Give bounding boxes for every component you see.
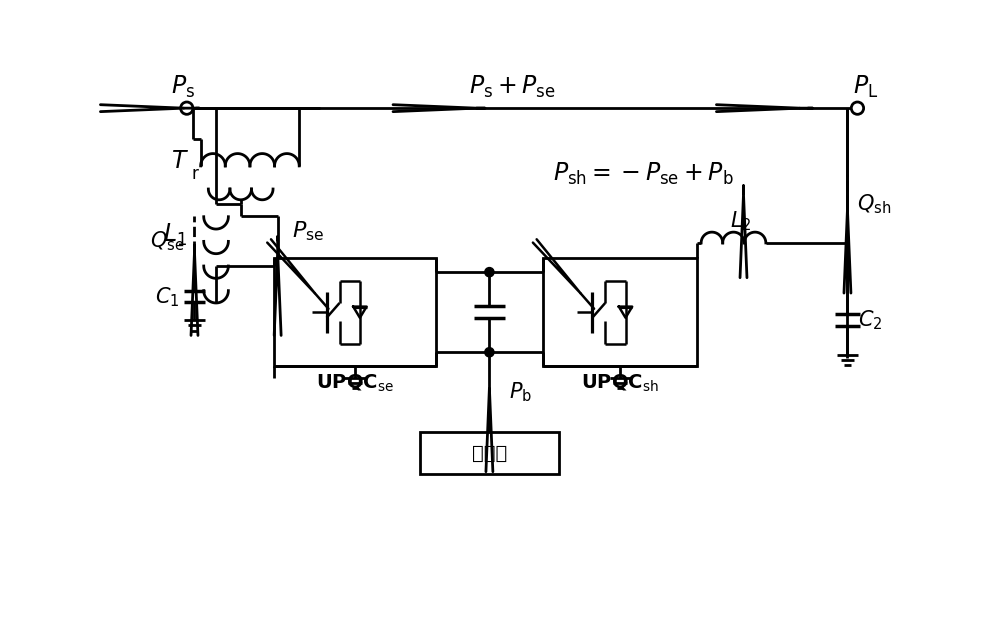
Text: $L_2$: $L_2$ xyxy=(730,210,752,233)
Bar xyxy=(274,258,436,366)
Text: 蓄电池: 蓄电池 xyxy=(472,444,507,462)
Circle shape xyxy=(485,348,494,357)
Text: $C_2$: $C_2$ xyxy=(858,308,883,332)
Bar xyxy=(543,258,697,366)
Text: r: r xyxy=(192,165,199,183)
Text: $L_1$: $L_1$ xyxy=(163,222,187,248)
Text: $P_{\rm s}+P_{\rm se}$: $P_{\rm s}+P_{\rm se}$ xyxy=(469,74,556,100)
Text: $Q_{\rm se}$: $Q_{\rm se}$ xyxy=(150,230,185,253)
Text: $P_{\rm s}$: $P_{\rm s}$ xyxy=(171,74,195,100)
Text: $Q_{\rm sh}$: $Q_{\rm sh}$ xyxy=(857,193,891,216)
Text: $P_{\rm L}$: $P_{\rm L}$ xyxy=(853,74,878,100)
Circle shape xyxy=(485,267,494,277)
Text: UPQC$_{\rm sh}$: UPQC$_{\rm sh}$ xyxy=(581,373,659,394)
Text: $C_1$: $C_1$ xyxy=(155,285,180,309)
Text: UPQC$_{\rm se}$: UPQC$_{\rm se}$ xyxy=(316,373,394,394)
Text: $P_{\rm se}$: $P_{\rm se}$ xyxy=(292,220,325,243)
Bar xyxy=(420,431,559,474)
Text: $T$: $T$ xyxy=(171,149,189,173)
Text: $P_{\rm b}$: $P_{\rm b}$ xyxy=(509,381,532,404)
Text: $P_{\rm sh}=-P_{\rm se}+P_{\rm b}$: $P_{\rm sh}=-P_{\rm se}+P_{\rm b}$ xyxy=(553,160,734,187)
